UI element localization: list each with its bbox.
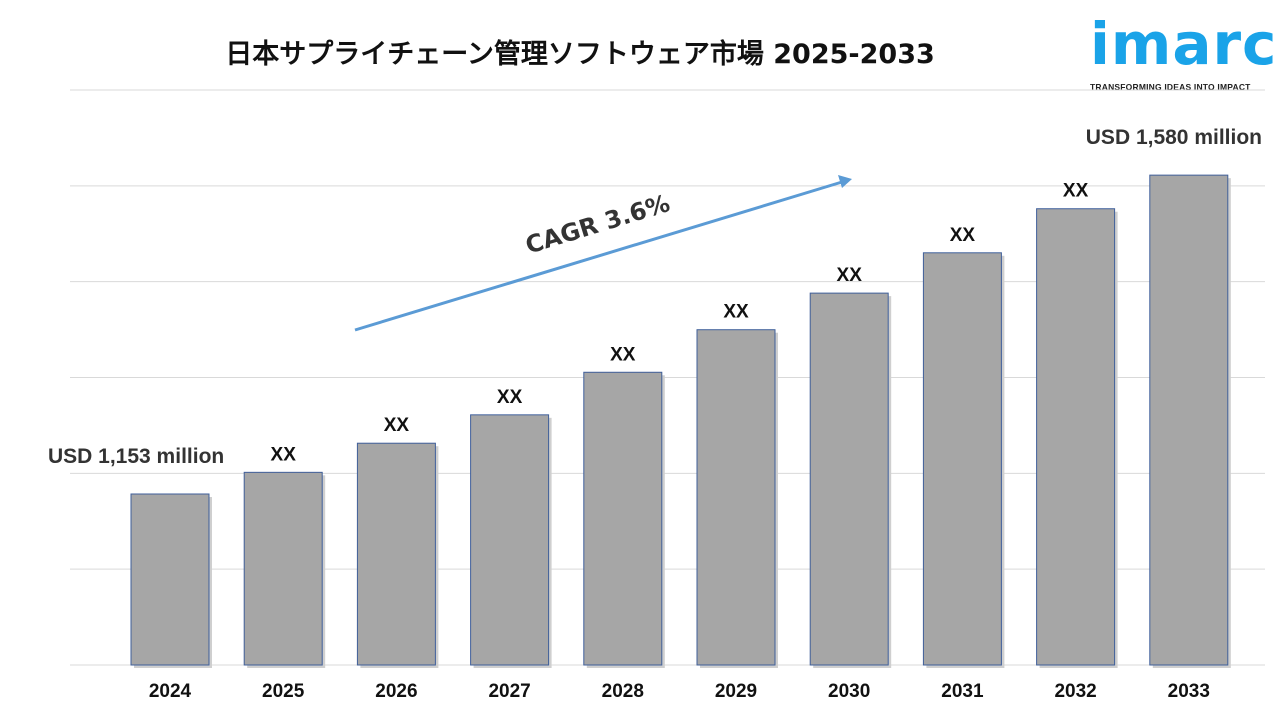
data-label-2027: XX <box>497 387 523 408</box>
cagr-arrow <box>354 180 843 332</box>
x-tick-2025: 2025 <box>262 681 305 702</box>
x-tick-2026: 2026 <box>375 681 417 702</box>
bars <box>130 174 1231 668</box>
data-label-2028: XX <box>610 344 636 365</box>
data-label-2031: XX <box>950 225 976 246</box>
x-tick-2032: 2032 <box>1054 681 1096 702</box>
logo-wordmark: imarc <box>1090 10 1278 78</box>
data-label-2024: USD 1,153 million <box>48 445 224 468</box>
data-label-2033: USD 1,580 million <box>1086 126 1262 149</box>
bar-2030 <box>809 292 889 666</box>
chart-title: 日本サプライチェーン管理ソフトウェア市場 2025-2033 <box>225 39 935 70</box>
data-labels: USD 1,153 million XX XX XX XX XX XX XX XX USD 1,5… <box>48 126 1262 468</box>
bar-2027 <box>470 414 550 666</box>
cagr-annotation: CAGR 3.6% <box>522 189 673 259</box>
bar-2028 <box>583 371 663 666</box>
data-label-2030: XX <box>837 265 863 286</box>
x-tick-2030: 2030 <box>828 681 870 702</box>
bar-2032 <box>1036 208 1116 666</box>
x-tick-2031: 2031 <box>941 681 984 702</box>
bar-2031 <box>922 252 1002 666</box>
x-tick-2024: 2024 <box>149 681 192 702</box>
imarc-logo: imarc TRANSFORMING IDEAS INTO IMPACT <box>1090 8 1278 93</box>
cagr-arrowhead <box>838 175 852 188</box>
logo-tagline: TRANSFORMING IDEAS INTO IMPACT <box>1090 82 1251 92</box>
x-tick-2029: 2029 <box>715 681 757 702</box>
bar-2026 <box>356 442 436 666</box>
data-label-2026: XX <box>384 415 410 436</box>
bar-2025 <box>243 471 323 666</box>
x-tick-labels: 2024 2025 2026 2027 2028 2029 2030 2031 2032 2033 <box>149 681 1210 702</box>
bar-2024 <box>130 493 210 666</box>
bar-2033 <box>1149 174 1229 666</box>
bar-2029 <box>696 329 776 666</box>
data-label-2025: XX <box>271 444 297 465</box>
x-tick-2027: 2027 <box>488 681 530 702</box>
x-tick-2033: 2033 <box>1168 681 1210 702</box>
data-label-2029: XX <box>723 302 749 323</box>
data-label-2032: XX <box>1063 181 1089 202</box>
x-tick-2028: 2028 <box>602 681 644 702</box>
